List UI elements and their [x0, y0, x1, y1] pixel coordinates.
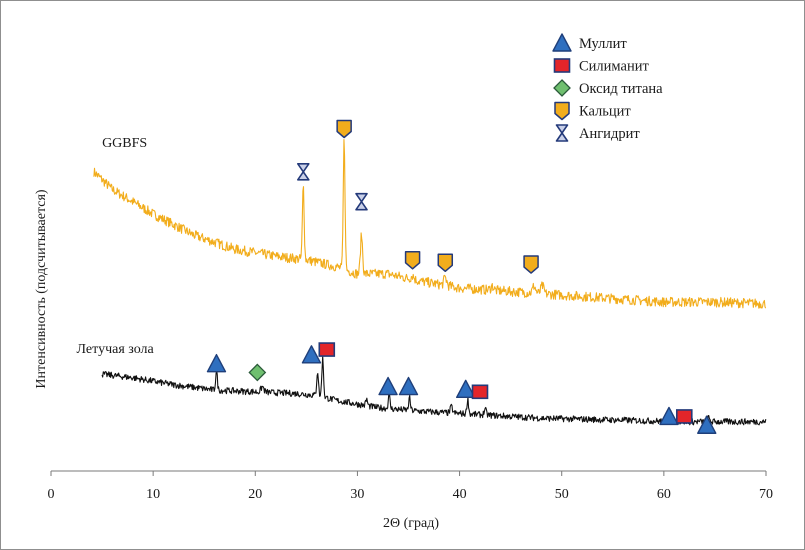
x-axis: 0 10 20 30 40 50 60 70 [48, 470, 773, 502]
legend-label-sillimanite: Силиманит [579, 59, 649, 75]
series-line-fly-ash [101, 355, 767, 426]
phase-marker-sillimanite [471, 384, 489, 400]
phase-marker-mullite [206, 353, 227, 373]
series-line-ggbfs [93, 139, 767, 309]
phase-marker-mullite [659, 406, 679, 426]
phase-marker-mullite [378, 376, 398, 396]
legend-marker-anhydrite [555, 124, 569, 142]
series-labels: GGBFS Летучая зола [77, 136, 155, 357]
legend-marker-mullite [552, 33, 572, 52]
x-tick-label: 30 [350, 487, 364, 502]
y-axis-label: Интенсивность (подсчитывается) [34, 189, 49, 388]
x-tick-label: 40 [453, 487, 467, 502]
phase-marker-mullite [398, 376, 419, 396]
legend-marker-titanium-oxide [553, 79, 571, 97]
series-label-fly-ash: Летучая зола [77, 342, 155, 357]
phase-marker-calcite [437, 253, 454, 273]
phase-marker-titanium-oxide [248, 363, 267, 382]
phase-marker-sillimanite [675, 409, 693, 424]
x-tick-label: 10 [146, 487, 160, 502]
series-group [93, 139, 767, 426]
x-tick-label: 60 [657, 487, 671, 502]
legend-label-calcite: Кальцит [579, 104, 631, 120]
phase-marker-calcite [404, 251, 421, 270]
phase-marker-anhydrite [355, 192, 368, 211]
phase-marker-mullite [456, 379, 476, 399]
phase-marker-calcite [336, 119, 352, 139]
legend-marker-sillimanite [553, 58, 571, 73]
phase-marker-calcite [523, 255, 539, 274]
phase-marker-anhydrite [296, 163, 310, 181]
legend: Муллит Силиманит Оксид титана Кальцит Ангидр… [552, 33, 663, 142]
phase-marker-sillimanite [318, 342, 336, 357]
x-axis-label: 2Θ (град) [383, 516, 439, 531]
x-tick-label: 20 [248, 487, 262, 502]
x-tick-label: 0 [48, 487, 55, 502]
x-tick-label: 70 [759, 487, 773, 502]
legend-label-titanium-oxide: Оксид титана [579, 81, 663, 97]
phase-marker-mullite [697, 415, 717, 434]
phase-marker-mullite [301, 345, 322, 364]
legend-marker-calcite [554, 101, 570, 121]
legend-label-anhydrite: Ангидрит [579, 126, 640, 142]
legend-label-mullite: Муллит [579, 36, 627, 52]
series-label-ggbfs: GGBFS [102, 136, 147, 151]
x-tick-label: 50 [555, 487, 569, 502]
phase-markers [206, 119, 717, 434]
